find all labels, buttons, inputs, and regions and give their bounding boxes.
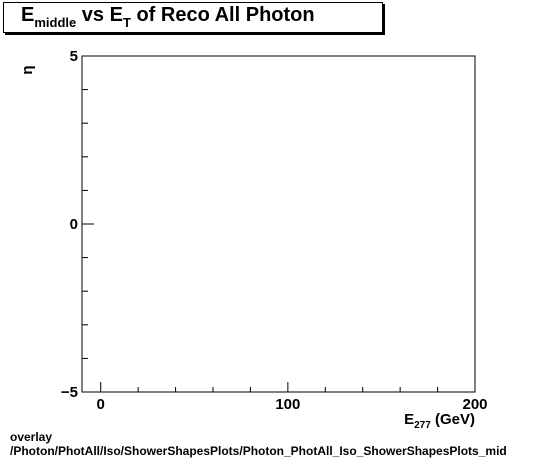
x-tick-label: 100	[275, 396, 300, 413]
y-tick-label: 5	[70, 48, 78, 65]
x-tick-label: 0	[97, 396, 105, 413]
footer-line-1: overlay	[10, 430, 53, 444]
x-tick-label: 200	[462, 396, 487, 413]
footer-path: overlay /Photon/PhotAll/Iso/ShowerShapes…	[10, 430, 507, 458]
plot-frame	[81, 55, 476, 393]
chart-title: Emiddle vs ET of Reco All Photon	[21, 4, 315, 30]
y-tick-label: 0	[70, 216, 78, 233]
axis-ticks: 0 100 200 −5 0 5	[61, 48, 488, 413]
chart-title-box: Emiddle vs ET of Reco All Photon	[3, 2, 383, 33]
y-axis-label: η	[19, 65, 36, 74]
x-axis-label: E277 (GeV)	[404, 411, 475, 431]
y-tick-label: −5	[61, 384, 78, 401]
footer-line-2: /Photon/PhotAll/Iso/ShowerShapesPlots/Ph…	[10, 444, 507, 458]
